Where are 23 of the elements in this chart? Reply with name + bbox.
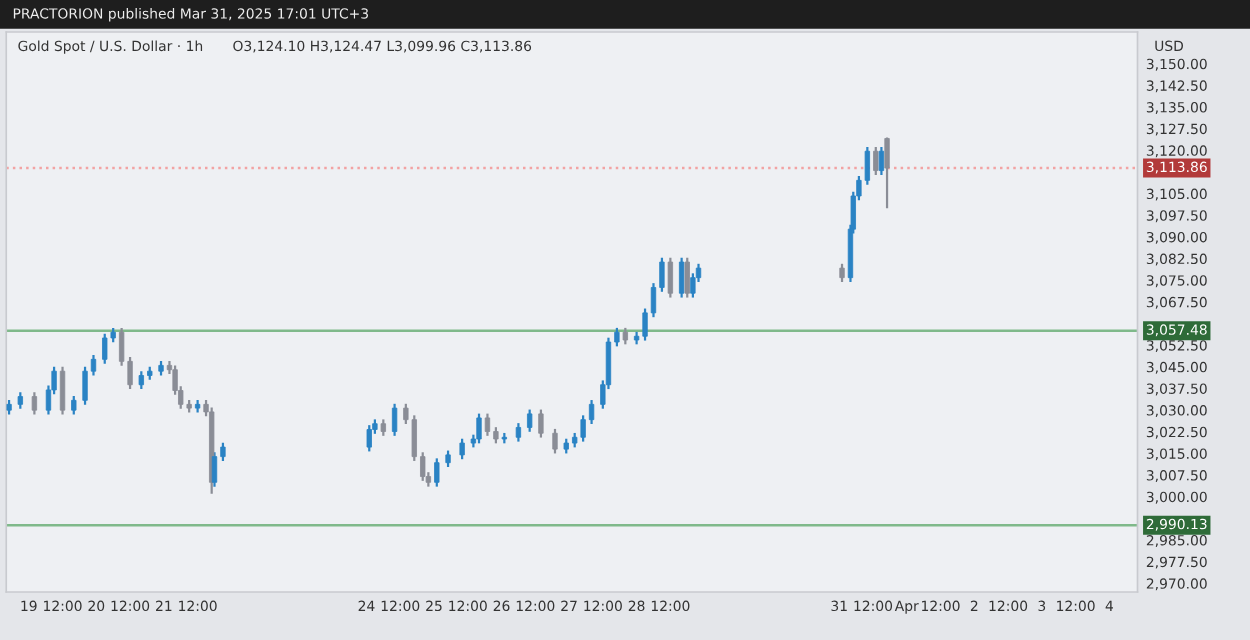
candlestick xyxy=(434,457,440,488)
candlestick xyxy=(59,365,66,416)
candlestick xyxy=(515,422,522,443)
candlestick xyxy=(484,412,491,437)
candlestick xyxy=(71,394,77,416)
candlestick xyxy=(82,365,88,406)
candlestick xyxy=(884,136,890,210)
candlestick xyxy=(459,437,465,461)
candlestick xyxy=(366,424,372,453)
candlestick xyxy=(526,408,533,433)
candlestick xyxy=(839,262,845,284)
candlestick xyxy=(690,272,696,299)
candlestick xyxy=(552,427,558,455)
candlestick xyxy=(667,256,674,299)
candlestick xyxy=(538,408,544,439)
candlestick xyxy=(678,256,685,299)
candlestick xyxy=(391,402,398,437)
candlestick xyxy=(476,412,482,445)
candlestick xyxy=(684,256,690,299)
candlestick xyxy=(31,391,38,416)
candlestick xyxy=(873,145,879,176)
candlestick xyxy=(878,145,885,176)
candlestick xyxy=(102,332,108,365)
